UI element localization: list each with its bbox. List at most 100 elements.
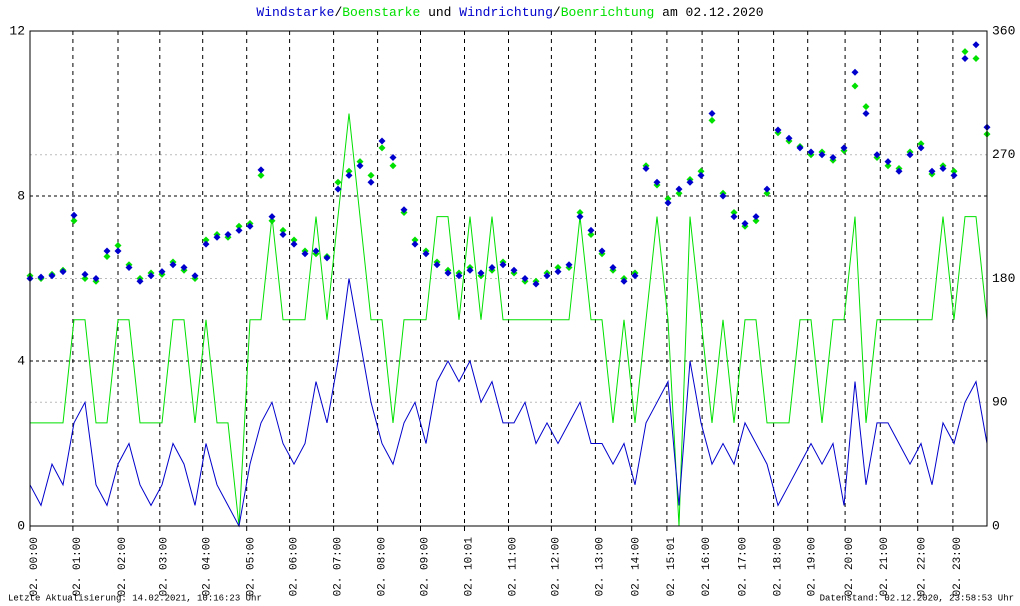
direction-point xyxy=(488,264,496,271)
direction-point xyxy=(103,253,111,260)
direction-point xyxy=(664,199,672,207)
x-tick-label: 02. 20:00 xyxy=(844,537,856,596)
direction-point xyxy=(686,178,694,186)
speed-line xyxy=(30,113,988,527)
direction-point xyxy=(917,144,925,152)
direction-point xyxy=(873,151,881,159)
direction-point xyxy=(114,242,122,249)
x-tick-label: 02. 21:00 xyxy=(879,537,891,596)
direction-point xyxy=(730,209,738,216)
x-tick-label: 02. 01:00 xyxy=(72,537,84,596)
direction-point xyxy=(334,185,342,193)
x-tick-label: 02. 19:00 xyxy=(807,537,819,596)
title-part: am 02.12.2020 xyxy=(654,5,763,20)
direction-point xyxy=(906,151,914,159)
direction-point xyxy=(279,226,287,234)
x-tick-label: 02. 04:00 xyxy=(202,537,214,596)
plot-frame xyxy=(29,30,988,527)
direction-point xyxy=(840,144,848,152)
direction-point xyxy=(851,82,859,90)
title-part: / xyxy=(334,5,342,20)
direction-point xyxy=(862,110,870,117)
direction-point xyxy=(114,247,122,255)
direction-point xyxy=(851,68,859,76)
direction-point xyxy=(576,213,584,221)
direction-point xyxy=(752,217,760,225)
direction-point xyxy=(642,165,650,172)
footer-right: Datenstand: 02.12.2020, 23:58:53 Uhr xyxy=(820,593,1014,603)
x-tick-label: 02. 13:00 xyxy=(594,537,606,596)
direction-point xyxy=(389,154,397,161)
direction-point xyxy=(378,144,386,152)
direction-point xyxy=(268,213,276,221)
y2-tick-label: 270 xyxy=(992,147,1015,162)
direction-point xyxy=(81,270,89,278)
title-part: Boenstarke xyxy=(342,5,420,20)
direction-point xyxy=(268,217,276,225)
direction-point xyxy=(59,268,67,276)
direction-point xyxy=(928,167,936,175)
direction-point xyxy=(543,272,551,280)
x-tick-label: 02. 07:00 xyxy=(333,537,345,596)
direction-point xyxy=(708,110,716,117)
direction-point xyxy=(884,162,892,170)
direction-point xyxy=(70,217,78,225)
x-tick-label: 02. 15:01 xyxy=(666,537,678,597)
direction-point xyxy=(48,272,56,280)
x-tick-label: 02. 18:00 xyxy=(773,537,785,596)
direction-point xyxy=(939,165,947,172)
direction-point xyxy=(103,247,111,255)
direction-point xyxy=(367,178,375,186)
y2-tick-label: 0 xyxy=(992,518,1000,533)
direction-point xyxy=(587,231,595,238)
direction-point xyxy=(532,280,540,288)
title-part: Boenrichtung xyxy=(561,5,655,20)
direction-point xyxy=(235,226,243,234)
direction-point xyxy=(972,55,980,62)
direction-point xyxy=(235,222,243,230)
direction-point xyxy=(675,189,683,197)
direction-point xyxy=(499,261,507,269)
x-tick-label: 02. 10:01 xyxy=(463,537,475,597)
direction-point xyxy=(752,213,760,221)
direction-point xyxy=(961,48,969,56)
direction-point xyxy=(257,171,265,179)
direction-point xyxy=(895,167,903,175)
direction-point xyxy=(290,236,298,244)
direction-point xyxy=(37,273,45,281)
direction-point xyxy=(609,264,617,271)
direction-point xyxy=(125,264,133,271)
y-tick-label: 8 xyxy=(17,188,25,203)
direction-point xyxy=(191,272,199,280)
direction-point xyxy=(92,275,100,282)
direction-point xyxy=(510,266,518,274)
direction-point xyxy=(81,275,89,282)
direction-point xyxy=(521,275,529,282)
direction-point xyxy=(345,171,353,179)
direction-point xyxy=(598,247,606,255)
direction-point xyxy=(708,116,716,124)
direction-point xyxy=(829,154,837,161)
x-tick-label: 02. 06:00 xyxy=(289,537,301,596)
direction-point xyxy=(730,213,738,221)
direction-point xyxy=(290,240,298,248)
direction-point xyxy=(312,247,320,255)
title-part: Windstarke xyxy=(256,5,334,20)
x-tick-label: 02. 16:00 xyxy=(701,537,713,596)
direction-point xyxy=(807,148,815,156)
direction-point xyxy=(367,171,375,179)
direction-point xyxy=(345,167,353,175)
direction-point xyxy=(400,206,408,214)
direction-point xyxy=(301,250,309,258)
direction-point xyxy=(323,254,331,262)
y-tick-label: 0 xyxy=(17,518,25,533)
direction-point xyxy=(697,171,705,179)
y-tick-label: 4 xyxy=(17,353,25,368)
direction-point xyxy=(774,126,782,134)
x-tick-label: 02. 00:00 xyxy=(29,537,41,596)
direction-point xyxy=(796,144,804,152)
direction-point xyxy=(356,162,364,170)
direction-point xyxy=(664,195,672,203)
grid xyxy=(30,31,987,526)
direction-point xyxy=(202,236,210,244)
